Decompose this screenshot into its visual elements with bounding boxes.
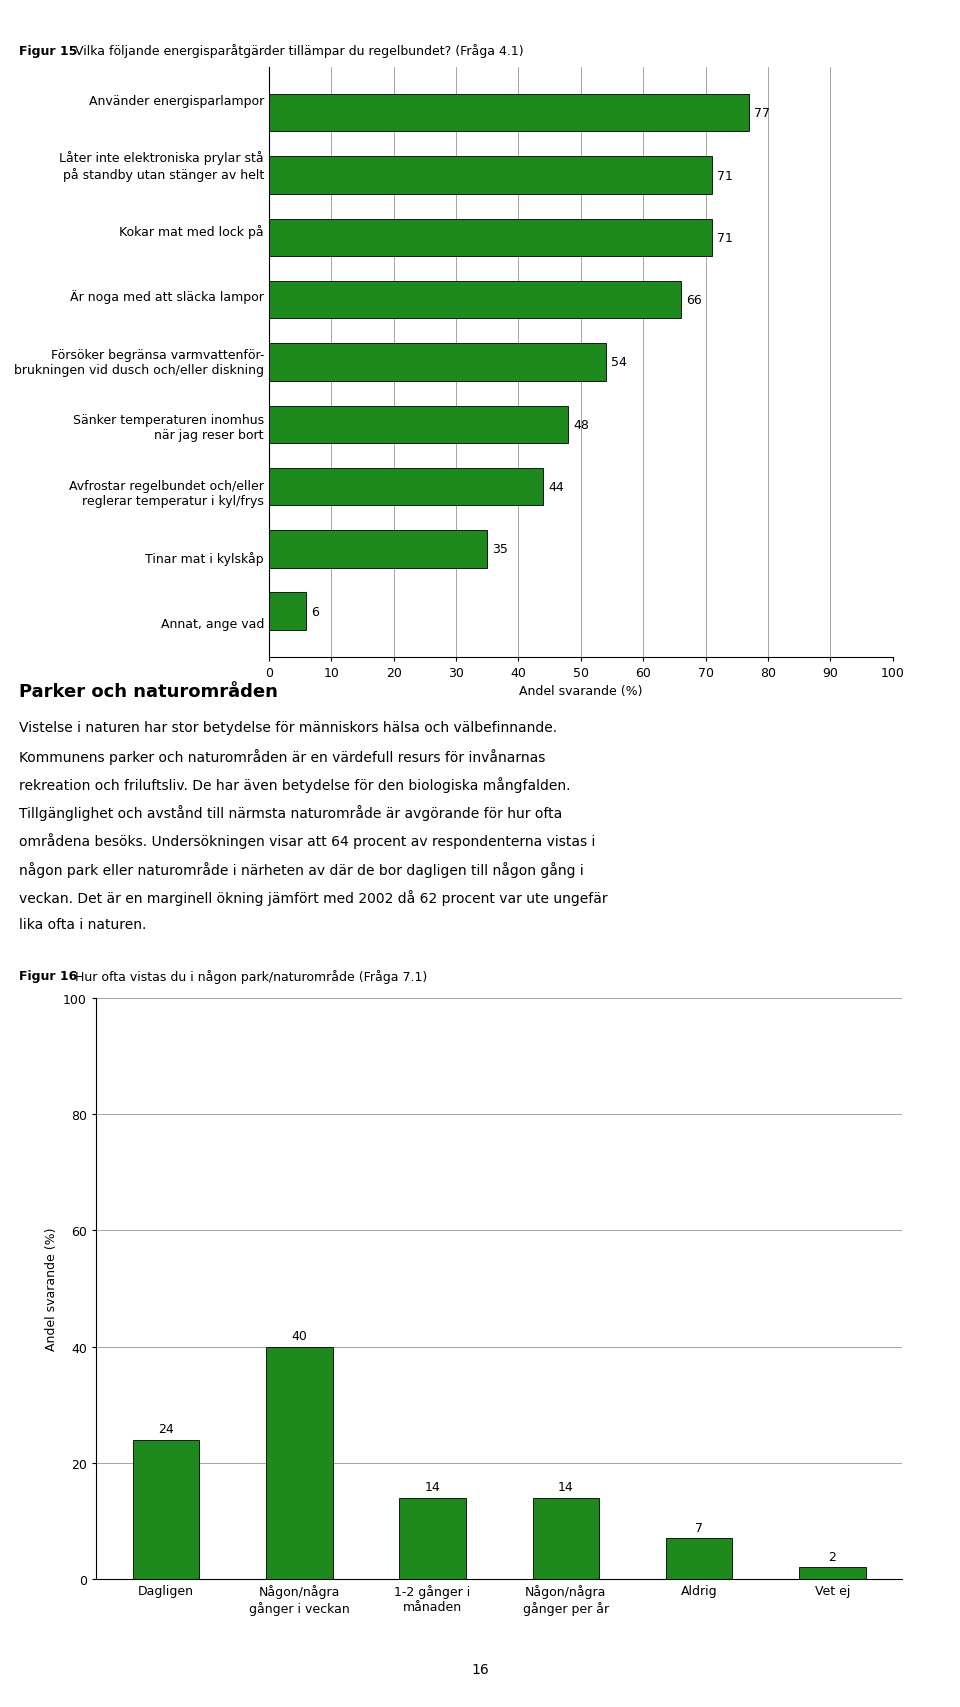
Text: 66: 66 bbox=[685, 294, 702, 307]
Bar bbox=[799, 1567, 866, 1579]
Text: Vistelse i naturen har stor betydelse för människors hälsa och välbefinnande.: Vistelse i naturen har stor betydelse fö… bbox=[19, 720, 558, 734]
Bar bbox=[533, 1497, 599, 1579]
Text: någon park eller naturområde i närheten av där de bor dagligen till någon gång i: någon park eller naturområde i närheten … bbox=[19, 862, 584, 877]
Bar bbox=[266, 1347, 332, 1579]
Text: rekreation och friluftsliv. De har även betydelse för den biologiska mångfalden.: rekreation och friluftsliv. De har även … bbox=[19, 777, 570, 792]
Text: Parker och naturområden: Parker och naturområden bbox=[19, 683, 278, 702]
Bar bbox=[269, 282, 681, 319]
Text: Är noga med att släcka lampor: Är noga med att släcka lampor bbox=[70, 290, 264, 304]
Text: Sänker temperaturen inomhus
när jag reser bort: Sänker temperaturen inomhus när jag rese… bbox=[73, 415, 264, 442]
Text: 77: 77 bbox=[755, 108, 770, 119]
Bar bbox=[269, 592, 306, 630]
Text: 7: 7 bbox=[695, 1521, 703, 1533]
Text: 71: 71 bbox=[717, 232, 732, 244]
Bar bbox=[269, 220, 712, 258]
Text: 14: 14 bbox=[558, 1480, 574, 1494]
Bar bbox=[269, 468, 543, 505]
Bar bbox=[132, 1439, 200, 1579]
Text: Försöker begränsa varmvattenför-
brukningen vid dusch och/eller diskning: Försöker begränsa varmvattenför- bruknin… bbox=[14, 348, 264, 377]
Text: 16: 16 bbox=[471, 1663, 489, 1676]
Text: 24: 24 bbox=[158, 1422, 174, 1436]
Y-axis label: Andel svarande (%): Andel svarande (%) bbox=[44, 1227, 58, 1350]
Text: Tinar mat i kylskåp: Tinar mat i kylskåp bbox=[145, 551, 264, 567]
Bar bbox=[269, 96, 749, 133]
Text: Vilka följande energisparåtgärder tillämpar du regelbundet? (Fråga 4.1): Vilka följande energisparåtgärder tilläm… bbox=[71, 44, 523, 58]
X-axis label: Andel svarande (%): Andel svarande (%) bbox=[519, 685, 642, 698]
Text: Figur 15: Figur 15 bbox=[19, 44, 78, 58]
Text: lika ofta i naturen.: lika ofta i naturen. bbox=[19, 918, 147, 932]
Bar bbox=[269, 406, 568, 444]
Text: 6: 6 bbox=[311, 606, 319, 618]
Bar bbox=[269, 157, 712, 195]
Text: Kommunens parker och naturområden är en värdefull resurs för invånarnas: Kommunens parker och naturområden är en … bbox=[19, 748, 545, 765]
Text: 2: 2 bbox=[828, 1550, 836, 1562]
Text: Hur ofta vistas du i någon park/naturområde (Fråga 7.1): Hur ofta vistas du i någon park/naturomr… bbox=[71, 970, 427, 983]
Text: 40: 40 bbox=[291, 1330, 307, 1342]
Text: Låter inte elektroniska prylar stå
på standby utan stänger av helt: Låter inte elektroniska prylar stå på st… bbox=[60, 152, 264, 181]
Text: 35: 35 bbox=[492, 543, 508, 556]
Bar bbox=[666, 1538, 732, 1579]
Bar bbox=[269, 531, 488, 568]
Text: 71: 71 bbox=[717, 169, 732, 183]
Text: Tillgänglighet och avstånd till närmsta naturområde är avgörande för hur ofta: Tillgänglighet och avstånd till närmsta … bbox=[19, 804, 563, 821]
Text: Använder energisparlampor: Använder energisparlampor bbox=[88, 94, 264, 108]
Text: områdena besöks. Undersökningen visar att 64 procent av respondenterna vistas i: områdena besöks. Undersökningen visar at… bbox=[19, 833, 595, 848]
Text: veckan. Det är en marginell ökning jämfört med 2002 då 62 procent var ute ungefä: veckan. Det är en marginell ökning jämfö… bbox=[19, 889, 608, 905]
Text: 48: 48 bbox=[573, 418, 589, 432]
Text: Figur 16: Figur 16 bbox=[19, 970, 78, 983]
Text: Kokar mat med lock på: Kokar mat med lock på bbox=[119, 225, 264, 239]
Text: Annat, ange vad: Annat, ange vad bbox=[160, 618, 264, 632]
Bar bbox=[269, 345, 606, 381]
Text: 44: 44 bbox=[548, 481, 564, 493]
Text: 14: 14 bbox=[424, 1480, 441, 1494]
Text: Avfrostar regelbundet och/eller
reglerar temperatur i kyl/frys: Avfrostar regelbundet och/eller reglerar… bbox=[69, 480, 264, 507]
Text: 54: 54 bbox=[611, 357, 627, 369]
Bar bbox=[399, 1497, 466, 1579]
